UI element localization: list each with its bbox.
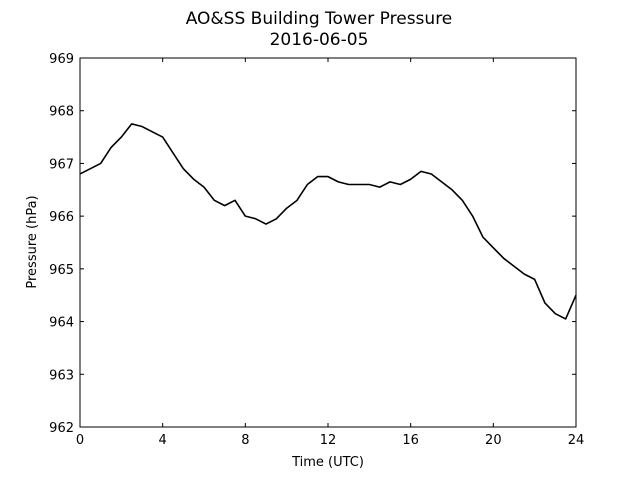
x-axis-label: Time (UTC) bbox=[291, 455, 364, 470]
y-axis-label: Pressure (hPa) bbox=[25, 195, 40, 288]
y-tick-label: 969 bbox=[49, 52, 74, 67]
x-tick-label: 16 bbox=[402, 433, 419, 448]
y-tick-label: 967 bbox=[49, 157, 74, 172]
y-tick-label: 962 bbox=[49, 421, 74, 436]
pressure-series-line bbox=[79, 123, 577, 320]
plot-frame bbox=[79, 57, 577, 428]
x-tick-label: 4 bbox=[159, 433, 167, 448]
ticks-layer: 0 4 8 12 16 20 24 962 963 964 965 966 967 968 969 bbox=[49, 52, 584, 448]
x-tick-label: 12 bbox=[320, 433, 337, 448]
y-tick-label: 965 bbox=[49, 263, 74, 278]
x-tick-label: 0 bbox=[76, 433, 84, 448]
x-tick-label: 24 bbox=[568, 433, 585, 448]
y-tick-label: 963 bbox=[49, 368, 74, 383]
y-tick-label: 964 bbox=[49, 316, 74, 331]
x-tick-label: 8 bbox=[241, 433, 249, 448]
chart-subtitle: 2016-06-05 bbox=[270, 30, 369, 50]
y-tick-label: 968 bbox=[49, 105, 74, 120]
x-tick-label: 20 bbox=[485, 433, 502, 448]
y-tick-label: 966 bbox=[49, 210, 74, 225]
chart-title: AO&SS Building Tower Pressure bbox=[186, 9, 453, 29]
